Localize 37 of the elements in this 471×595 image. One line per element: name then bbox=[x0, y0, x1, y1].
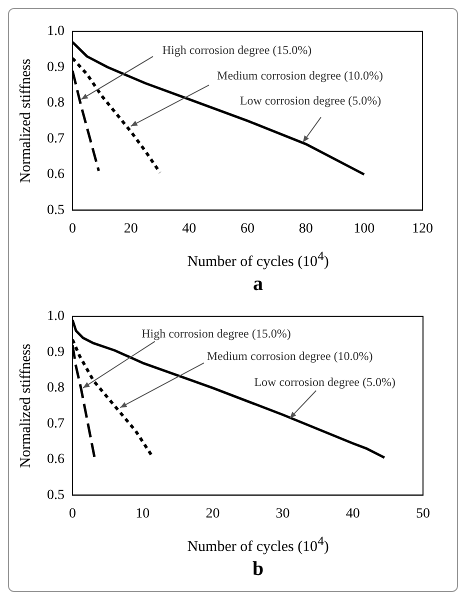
x-tick-label: 50 bbox=[416, 506, 430, 522]
text: b bbox=[251, 557, 265, 581]
x-tick-label: 40 bbox=[346, 506, 360, 522]
x-tick-label: 10 bbox=[136, 506, 150, 522]
y-axis-title: Normalized stiffness bbox=[18, 58, 34, 183]
y-tick-label: 0.9 bbox=[47, 344, 64, 360]
y-tick-label: 0.5 bbox=[47, 202, 64, 218]
y-tick-label: 0.8 bbox=[47, 380, 64, 396]
x-tick-label: 20 bbox=[124, 221, 138, 236]
annotation: Medium corrosion degree (10.0%) bbox=[217, 68, 383, 82]
annotation: Medium corrosion degree (10.0%) bbox=[206, 348, 373, 363]
x-tick-label: 80 bbox=[298, 221, 313, 236]
y-tick-label: 1.0 bbox=[47, 24, 64, 40]
y-tick-label: 0.7 bbox=[47, 131, 64, 146]
annotation: Low corrosion degree (5.0%) bbox=[240, 93, 382, 108]
x-axis-title: Number of cycles (10$^{4}$) bbox=[186, 533, 330, 557]
x-tick-label: 20 bbox=[206, 506, 220, 522]
text: a bbox=[252, 272, 264, 296]
x-tick-label: 0 bbox=[69, 506, 76, 522]
x-tick-label: 40 bbox=[182, 221, 196, 236]
annotation: High corrosion degree (15.0%) bbox=[142, 326, 291, 340]
x-tick-label: 100 bbox=[354, 221, 375, 236]
x-axis-title: Number of cycles (10$^{4}$) bbox=[186, 248, 330, 272]
y-tick-label: 0.7 bbox=[47, 416, 64, 432]
annotation: Low corrosion degree (5.0%) bbox=[254, 375, 396, 390]
y-tick-label: 0.9 bbox=[47, 60, 64, 75]
annotation: High corrosion degree (15.0%) bbox=[162, 43, 312, 58]
y-tick-label: 0.6 bbox=[47, 167, 64, 182]
y-axis-title: Normalized stiffness bbox=[18, 344, 34, 468]
x-tick-label: 120 bbox=[412, 221, 433, 236]
y-tick-label: 0.5 bbox=[47, 488, 64, 503]
y-tick-label: 0.8 bbox=[47, 96, 64, 111]
x-tick-label: 60 bbox=[240, 221, 254, 236]
x-tick-label: 0 bbox=[69, 221, 76, 236]
x-tick-label: 30 bbox=[276, 506, 290, 522]
y-tick-label: 1.0 bbox=[47, 309, 64, 324]
y-tick-label: 0.6 bbox=[47, 452, 64, 468]
